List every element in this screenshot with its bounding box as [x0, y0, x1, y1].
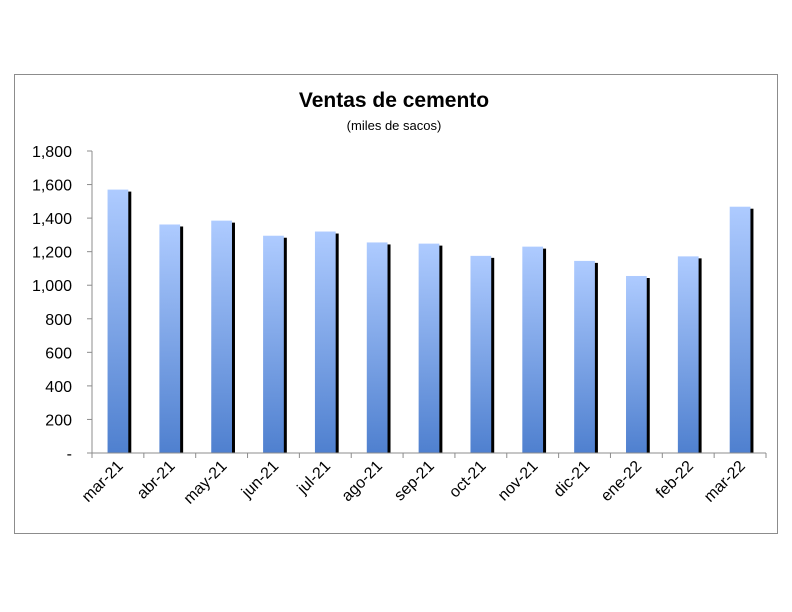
bar-abr-21 — [159, 224, 181, 453]
x-tick-label: ago-21 — [339, 458, 386, 505]
y-tick-label: 400 — [45, 379, 72, 396]
bar-ago-21 — [366, 242, 388, 453]
chart-subtitle: (miles de sacos) — [347, 118, 442, 133]
y-tick-label: 1,000 — [32, 278, 72, 295]
bar-feb-22 — [677, 256, 699, 453]
x-tick-label: ene-22 — [598, 458, 645, 505]
bar-jul-21 — [314, 231, 336, 453]
x-tick-label: nov-21 — [495, 458, 542, 505]
y-axis: - 200 400 600 800 1,000 1,200 1,400 1,600 1,800 — [32, 144, 93, 463]
y-tick-label: - — [67, 446, 72, 463]
bar-dic-21 — [574, 260, 595, 453]
chart-title: Ventas de cemento — [299, 89, 489, 112]
bars — [107, 189, 754, 454]
y-tick-label: 1,200 — [32, 245, 72, 262]
x-tick-label: jun-21 — [238, 458, 282, 502]
bar-jun-21 — [263, 235, 284, 453]
y-tick-label: 1,800 — [32, 144, 72, 161]
bar-ene-22 — [626, 275, 647, 453]
x-tick-label: abr-21 — [134, 458, 179, 503]
y-tick-label: 200 — [45, 412, 72, 429]
bar-may-21 — [211, 220, 232, 453]
x-axis: mar-21 abr-21 may-21 jun-21 jul-21 ago-21 sep-… — [79, 452, 767, 508]
y-tick-label: 800 — [45, 312, 72, 329]
chart-frame — [14, 74, 778, 534]
bar-nov-21 — [522, 246, 544, 453]
bar-mar-22 — [729, 206, 751, 453]
bar-sep-21 — [418, 243, 440, 453]
x-tick-label: mar-21 — [79, 458, 127, 506]
x-tick-label: sep-21 — [391, 458, 438, 505]
x-tick-label: feb-22 — [653, 458, 697, 502]
y-tick-label: 1,400 — [32, 211, 72, 228]
x-tick-label: mar-22 — [701, 458, 749, 506]
x-tick-label: may-21 — [181, 458, 231, 508]
y-tick-label: 600 — [45, 345, 72, 362]
bar-mar-21 — [107, 189, 129, 454]
x-tick-label: jul-21 — [294, 458, 334, 498]
y-tick-label: 1,600 — [32, 178, 72, 195]
bar-oct-21 — [470, 255, 492, 453]
x-tick-label: oct-21 — [446, 458, 490, 502]
x-tick-label: dic-21 — [551, 458, 594, 501]
